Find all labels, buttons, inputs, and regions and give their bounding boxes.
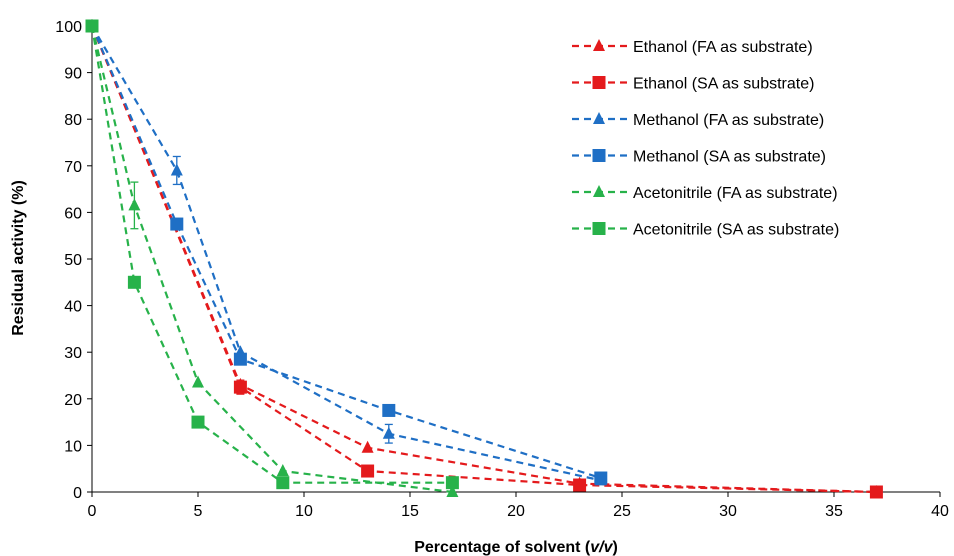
series-line (90, 25, 877, 494)
series-3 (86, 19, 607, 486)
legend-label: Ethanol (SA as substrate) (633, 76, 814, 93)
legend-item: Acetonitrile (SA as substrate) (572, 222, 839, 239)
legend-marker-square (592, 222, 606, 235)
y-tick-label: 80 (64, 112, 82, 129)
x-tick-label: 15 (401, 503, 419, 520)
series-5 (86, 19, 459, 497)
x-tick-label: 10 (295, 503, 313, 520)
legend-marker-triangle (593, 185, 605, 197)
data-point-triangle (446, 485, 459, 497)
data-point-square (361, 464, 375, 478)
data-point-square (127, 275, 141, 289)
data-point-triangle (170, 163, 183, 176)
legend-marker-triangle (593, 39, 605, 51)
ticks: 0 10 20 30 40 50 60 70 80 90 100 0 5 10 15 20 25 30 35 40 (55, 19, 949, 520)
legend-item: Methanol (SA as substrate) (572, 149, 826, 166)
series-line (90, 25, 453, 494)
legend-marker-triangle (593, 112, 605, 124)
x-tick-label: 20 (507, 503, 525, 520)
x-tick-label: 0 (88, 503, 97, 520)
y-tick-label: 100 (55, 19, 82, 36)
x-axis-title-suffix: ) (612, 539, 617, 556)
y-tick-label: 40 (64, 299, 82, 316)
data-point-square (233, 380, 247, 394)
x-axis-title: Percentage of solvent (v/v) (414, 539, 618, 556)
y-tick-label: 90 (64, 66, 82, 83)
x-tick-label: 40 (931, 503, 949, 520)
y-tick-label: 10 (64, 438, 82, 455)
legend-item: Acetonitrile (FA as substrate) (572, 185, 838, 202)
legend-marker-square (592, 149, 606, 162)
series-layer (85, 19, 883, 499)
axes (91, 26, 940, 493)
legend-label: Ethanol (FA as substrate) (633, 39, 813, 56)
x-tick-label: 5 (194, 503, 203, 520)
series-4 (85, 19, 608, 485)
legend: Ethanol (FA as substrate) Ethanol (SA as … (572, 39, 839, 239)
legend-item: Ethanol (SA as substrate) (572, 76, 814, 93)
data-point-triangle (382, 426, 395, 439)
data-point-triangle (276, 464, 289, 477)
y-axis-title: Residual activity (%) (10, 180, 27, 336)
data-point-square (869, 485, 883, 499)
data-point-triangle (128, 198, 141, 211)
data-point-square (233, 352, 247, 366)
data-point-square (382, 403, 396, 417)
legend-label: Acetonitrile (SA as substrate) (633, 222, 839, 239)
data-point-square (445, 476, 459, 490)
legend-marker-square (592, 76, 606, 89)
data-point-triangle (361, 440, 374, 453)
legend-label: Methanol (SA as substrate) (633, 149, 826, 166)
x-axis-title-unit: v/v (590, 539, 613, 556)
data-point-triangle (192, 375, 204, 388)
y-tick-label: 60 (64, 205, 82, 222)
x-tick-label: 35 (825, 503, 843, 520)
legend-item: Methanol (FA as substrate) (572, 112, 824, 129)
x-tick-label: 30 (719, 503, 737, 520)
y-tick-label: 20 (64, 392, 82, 409)
y-tick-label: 0 (73, 485, 82, 502)
data-point-square (85, 19, 99, 33)
legend-label: Methanol (FA as substrate) (633, 112, 824, 129)
y-tick-label: 70 (64, 159, 82, 176)
data-point-square (594, 471, 608, 485)
data-point-square (573, 478, 587, 492)
data-point-square (191, 415, 205, 429)
legend-item: Ethanol (FA as substrate) (572, 39, 813, 56)
series-line (91, 25, 602, 482)
data-point-square (170, 217, 184, 231)
x-tick-label: 25 (613, 503, 631, 520)
series-line (90, 25, 877, 494)
y-tick-label: 50 (64, 252, 82, 269)
x-axis-title-prefix: Percentage of solvent ( (414, 539, 591, 556)
data-point-square (276, 476, 290, 490)
legend-label: Acetonitrile (FA as substrate) (633, 185, 838, 202)
y-tick-label: 30 (64, 345, 82, 362)
series-6 (85, 19, 459, 490)
